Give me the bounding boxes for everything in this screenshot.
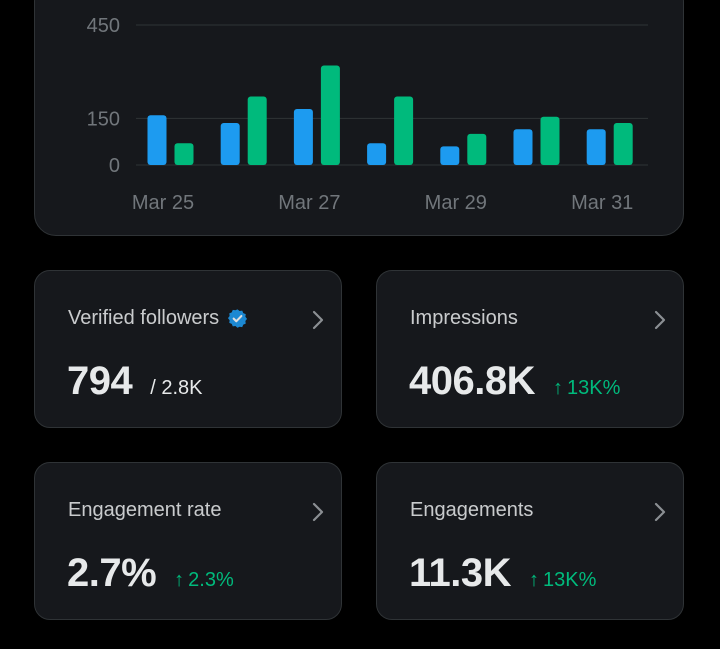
x-tick-label: Mar 31 (571, 192, 633, 214)
card-change: ↑ 13K% (529, 569, 596, 592)
bar-green[interactable] (320, 65, 340, 165)
engagement-rate-card[interactable]: Engagement rate 2.7% ↑ 2.3% (34, 462, 342, 620)
card-label: Verified followers (68, 307, 220, 329)
card-label: Engagements (410, 499, 534, 521)
bar-green[interactable] (174, 143, 194, 165)
bar-blue[interactable] (440, 146, 460, 165)
card-change-value: 13K% (543, 569, 597, 591)
bar-green[interactable] (467, 133, 487, 165)
x-tick-label: Mar 27 (278, 192, 340, 214)
bar-blue[interactable] (513, 129, 533, 165)
bar-green[interactable] (613, 123, 633, 165)
arrow-up-icon: ↑ (529, 569, 540, 591)
y-tick-label: 150 (87, 108, 120, 130)
card-value: 2.7% (67, 551, 157, 595)
bar-blue[interactable] (293, 109, 313, 165)
chevron-right-icon[interactable] (653, 501, 667, 523)
chevron-right-icon[interactable] (653, 309, 667, 331)
card-total: / 2.8K (150, 377, 203, 399)
bar-blue[interactable] (220, 123, 240, 165)
arrow-up-icon: ↑ (174, 569, 185, 591)
engagements-card[interactable]: Engagements 11.3K ↑ 13K% (376, 462, 684, 620)
chevron-right-icon[interactable] (311, 309, 325, 331)
card-value: 11.3K (409, 551, 512, 595)
bar-chart: 450 150 0 Mar 25 Mar 27 Mar 29 Mar 31 (87, 15, 648, 214)
verified-followers-card[interactable]: Verified followers 794 / 2.8K (34, 270, 342, 428)
card-change-value: 13K% (566, 377, 621, 399)
bar-blue[interactable] (367, 143, 387, 165)
bar-blue[interactable] (147, 115, 167, 165)
y-tick-label: 0 (109, 155, 120, 177)
card-value: 794 (67, 359, 133, 403)
card-value: 406.8K (409, 359, 535, 403)
card-label: Impressions (410, 307, 518, 329)
bar-green[interactable] (394, 96, 414, 165)
bar-green[interactable] (540, 116, 560, 165)
bar-blue[interactable] (586, 129, 606, 165)
x-tick-label: Mar 29 (425, 192, 487, 214)
card-change-value: 2.3% (188, 569, 234, 591)
x-tick-label: Mar 25 (132, 192, 194, 214)
verified-badge-icon (228, 309, 248, 328)
card-change: ↑ 13K% (553, 377, 620, 400)
card-label: Engagement rate (68, 499, 222, 521)
impressions-card[interactable]: Impressions 406.8K ↑ 13K% (376, 270, 684, 428)
card-change: ↑ 2.3% (174, 569, 234, 592)
bar-green[interactable] (247, 96, 267, 165)
y-tick-label: 450 (87, 15, 120, 37)
chevron-right-icon[interactable] (311, 501, 325, 523)
arrow-up-icon: ↑ (552, 377, 563, 399)
